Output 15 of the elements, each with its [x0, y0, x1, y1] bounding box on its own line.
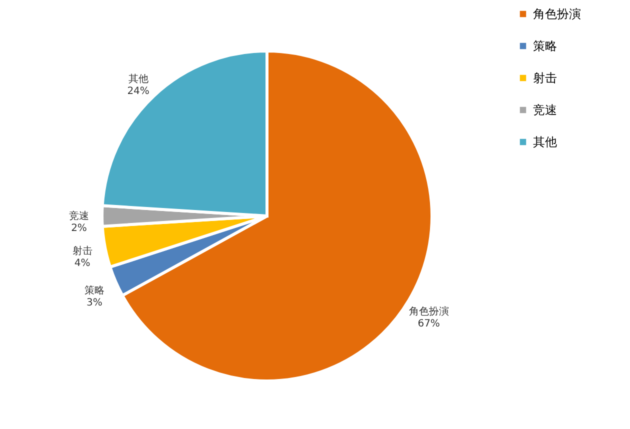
- data-label: 24%: [127, 86, 150, 97]
- data-label: 67%: [418, 318, 440, 330]
- slice-label: 策略: [84, 284, 104, 297]
- slice-label: 竞速: [69, 210, 89, 222]
- legend-label: 射击: [533, 71, 557, 85]
- legend-label: 角色扮演: [533, 7, 581, 21]
- data-label: 4%: [74, 258, 90, 270]
- slice-label: 角色扮演: [408, 306, 449, 318]
- slice-label: 其他: [128, 72, 148, 85]
- legend-label: 其他: [533, 135, 557, 149]
- data-label: 3%: [86, 298, 102, 309]
- data-label: 2%: [71, 223, 87, 234]
- legend-label: 策略: [533, 39, 557, 53]
- slice-label: 射击: [72, 245, 92, 258]
- legend-label: 竞速: [533, 103, 557, 117]
